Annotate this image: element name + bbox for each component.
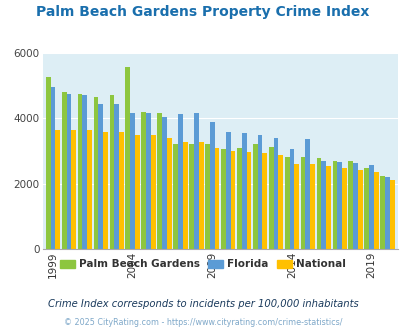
Bar <box>71 130 76 249</box>
Bar <box>321 161 325 249</box>
Bar <box>257 135 262 249</box>
Bar <box>357 170 362 249</box>
Bar <box>51 87 55 249</box>
Bar <box>309 164 314 249</box>
Bar <box>252 145 257 249</box>
Bar <box>205 144 209 249</box>
Bar <box>347 161 352 249</box>
Bar <box>182 142 187 249</box>
Bar <box>178 114 182 249</box>
Bar <box>352 163 357 249</box>
Bar <box>262 152 266 249</box>
Bar <box>87 130 92 249</box>
Bar <box>103 132 108 249</box>
Bar <box>209 121 214 249</box>
Bar <box>289 149 294 249</box>
Bar <box>94 97 98 249</box>
Bar <box>332 161 337 249</box>
Bar <box>220 149 225 249</box>
Bar <box>166 138 171 249</box>
Bar <box>325 166 330 249</box>
Bar <box>62 92 66 249</box>
Bar <box>135 135 139 249</box>
Bar <box>237 148 241 249</box>
Bar <box>114 104 119 249</box>
Bar <box>130 113 135 249</box>
Bar <box>368 165 373 249</box>
Text: © 2025 CityRating.com - https://www.cityrating.com/crime-statistics/: © 2025 CityRating.com - https://www.city… <box>64 318 341 327</box>
Bar <box>119 132 124 249</box>
Bar <box>273 138 278 249</box>
Bar <box>341 168 346 249</box>
Legend: Palm Beach Gardens, Florida, National: Palm Beach Gardens, Florida, National <box>56 255 349 274</box>
Bar <box>194 113 198 249</box>
Bar <box>337 162 341 249</box>
Bar <box>98 104 103 249</box>
Bar <box>364 168 368 249</box>
Bar <box>246 152 251 249</box>
Bar <box>55 130 60 249</box>
Bar <box>294 164 298 249</box>
Bar <box>189 145 194 249</box>
Bar <box>162 117 166 249</box>
Bar <box>225 132 230 249</box>
Bar <box>66 94 71 249</box>
Text: Palm Beach Gardens Property Crime Index: Palm Beach Gardens Property Crime Index <box>36 5 369 19</box>
Bar <box>125 67 130 249</box>
Bar <box>173 145 178 249</box>
Text: Crime Index corresponds to incidents per 100,000 inhabitants: Crime Index corresponds to incidents per… <box>47 299 358 309</box>
Bar <box>373 172 378 249</box>
Bar <box>278 154 282 249</box>
Bar <box>379 176 384 249</box>
Bar <box>82 95 87 249</box>
Bar <box>284 157 289 249</box>
Bar <box>146 113 151 249</box>
Bar <box>46 77 51 249</box>
Bar <box>241 133 246 249</box>
Bar <box>77 94 82 249</box>
Bar <box>198 143 203 249</box>
Bar <box>268 147 273 249</box>
Bar <box>151 135 156 249</box>
Bar <box>109 95 114 249</box>
Bar <box>384 177 389 249</box>
Bar <box>389 181 394 249</box>
Bar <box>157 113 162 249</box>
Bar <box>316 158 321 249</box>
Bar <box>230 151 235 249</box>
Bar <box>141 112 146 249</box>
Bar <box>305 139 309 249</box>
Bar <box>214 148 219 249</box>
Bar <box>300 157 305 249</box>
